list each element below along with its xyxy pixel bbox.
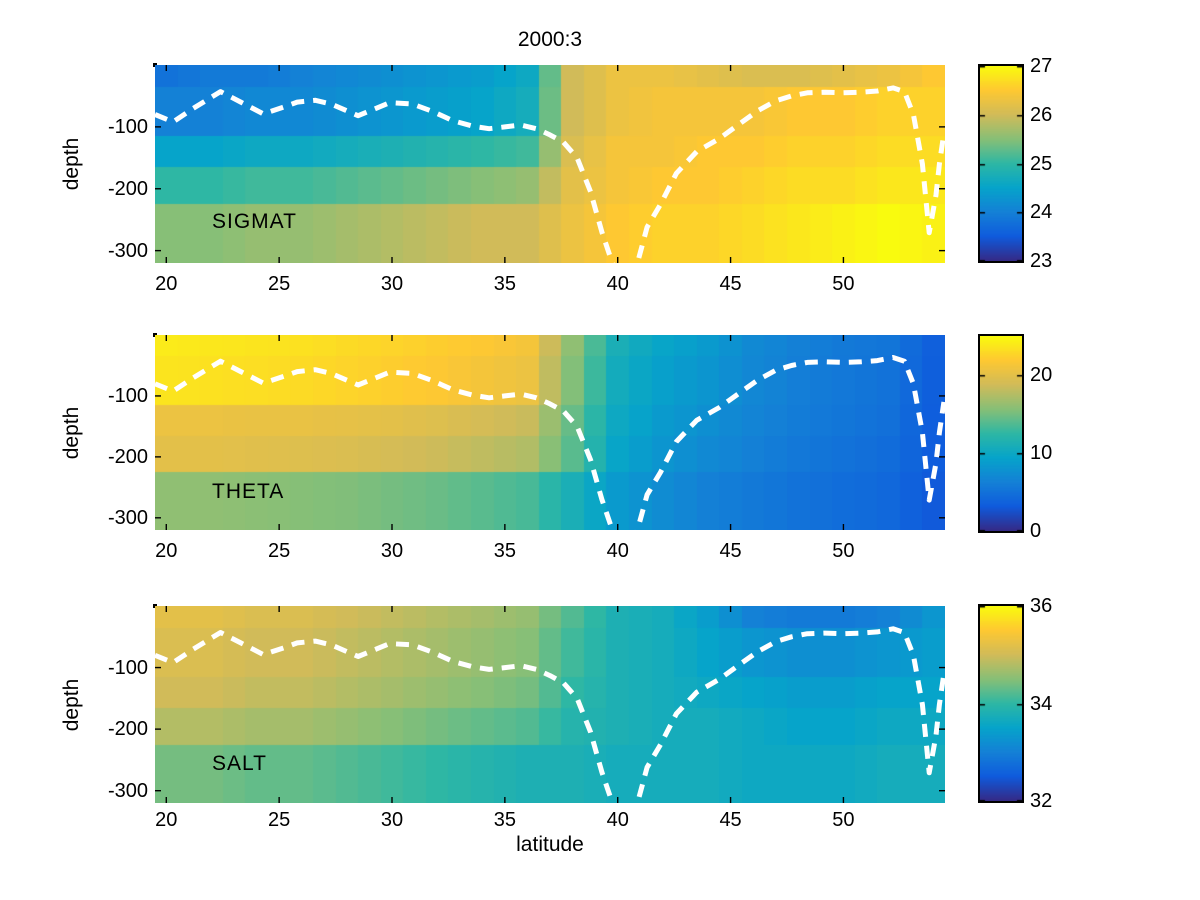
x-tick-label: 40 xyxy=(606,273,629,295)
colorbar-tick-label: 34 xyxy=(1030,692,1053,715)
colorbar-tick-label: 23 xyxy=(1030,250,1053,272)
y-tick-label: -300 xyxy=(107,239,148,262)
heatmap-panel-sigmat xyxy=(153,63,945,263)
y-tick-label: -300 xyxy=(107,506,148,529)
heatmap-panel-salt xyxy=(153,604,945,803)
x-tick-label: 45 xyxy=(719,273,742,295)
x-tick-label: 30 xyxy=(380,273,404,295)
x-tick-label: 20 xyxy=(155,809,178,831)
mld-dashed-line xyxy=(155,85,945,263)
panel-label-theta: THETA xyxy=(212,480,285,503)
theta-heatmap-canvas xyxy=(155,335,945,530)
colorbar-tick-label: 20 xyxy=(1030,364,1053,386)
mixed-layer-depth-line xyxy=(155,606,945,803)
x-tick-label: 35 xyxy=(493,809,516,831)
mld-dashed-line xyxy=(155,626,945,803)
colorbar-tick-label: 25 xyxy=(1030,152,1053,175)
y-tick-label: -200 xyxy=(107,445,148,468)
colorbar-gradient xyxy=(980,336,1022,531)
y-tick-label: -100 xyxy=(107,115,148,138)
colorbar-sigmat xyxy=(978,64,1024,263)
colorbar-tick-label: 0 xyxy=(1030,520,1042,542)
colorbar-salt xyxy=(978,604,1024,803)
x-tick-label: 25 xyxy=(268,809,291,831)
x-tick-label: 50 xyxy=(832,540,855,562)
colorbar-tick-label: 32 xyxy=(1030,790,1053,812)
x-tick-label: 45 xyxy=(719,809,742,831)
y-tick-label: -100 xyxy=(107,384,148,407)
x-tick-label: 40 xyxy=(606,809,629,831)
x-tick-label: 35 xyxy=(493,273,516,295)
x-tick-label: 25 xyxy=(268,540,291,562)
mld-dashed-line xyxy=(155,355,945,530)
x-tick-label: 20 xyxy=(155,273,178,295)
y-tick-label: -200 xyxy=(107,177,148,200)
y-tick-label: -100 xyxy=(107,656,148,679)
colorbar-tick-label: 10 xyxy=(1030,442,1053,464)
x-tick-label: 50 xyxy=(832,273,855,295)
mixed-layer-depth-line xyxy=(155,65,945,263)
salt-heatmap-canvas xyxy=(155,606,945,803)
colorbar-tick-label: 27 xyxy=(1030,55,1053,77)
colorbar-theta xyxy=(978,334,1024,533)
sigmat-heatmap-canvas xyxy=(155,65,945,263)
x-axis-label: latitude xyxy=(516,833,584,856)
x-tick-label: 45 xyxy=(719,540,742,562)
x-tick-label: 50 xyxy=(832,809,855,831)
figure-title: 2000:3 xyxy=(517,28,583,51)
x-tick-label: 30 xyxy=(380,809,404,831)
y-tick-label: -200 xyxy=(107,718,148,741)
x-tick-label: 20 xyxy=(155,540,178,562)
panel-label-salt: SALT xyxy=(212,752,267,775)
colorbar-tick-label: 24 xyxy=(1030,201,1053,224)
x-tick-label: 40 xyxy=(606,540,629,562)
colorbar-gradient xyxy=(980,606,1022,801)
colorbar-tick-label: 26 xyxy=(1030,103,1053,126)
mixed-layer-depth-line xyxy=(155,335,945,530)
x-tick-label: 25 xyxy=(268,273,291,295)
colorbar-gradient xyxy=(980,66,1022,261)
panel-label-sigmat: SIGMAT xyxy=(212,210,297,233)
y-tick-label: -300 xyxy=(107,779,148,802)
x-tick-label: 30 xyxy=(380,540,404,562)
colorbar-tick-label: 36 xyxy=(1030,595,1053,617)
heatmap-panel-theta xyxy=(153,333,945,530)
x-tick-label: 35 xyxy=(493,540,516,562)
